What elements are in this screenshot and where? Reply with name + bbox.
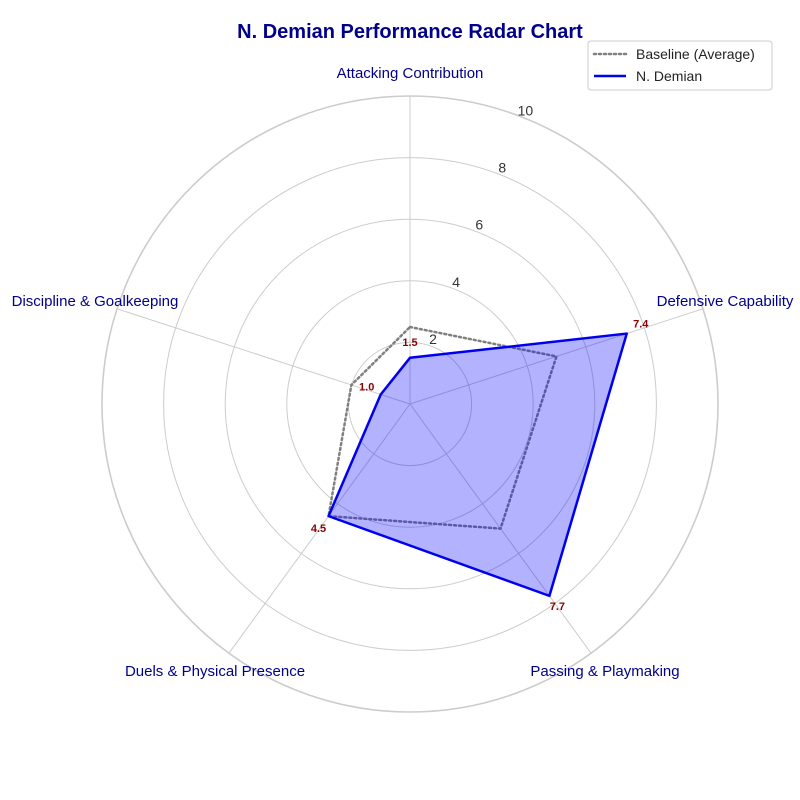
series-polygon-1 [327,332,629,598]
value-label-2: 7.7 [550,601,565,613]
axis-label-0: Attacking Contribution [337,65,484,82]
radial-tick-label: 6 [475,217,483,233]
legend-label-player: N. Demian [636,68,702,84]
legend: Baseline (Average) N. Demian [587,40,773,91]
legend-label-baseline: Baseline (Average) [636,46,755,62]
value-label-0: 1.5 [402,337,417,349]
value-label-1: 7.4 [633,319,649,331]
radial-tick-label: 8 [498,160,506,176]
axis-label-2: Passing & Playmaking [530,663,679,680]
radial-tick-label: 2 [429,331,437,347]
series-polygon-0 [327,325,558,530]
axis-label-4: Discipline & Goalkeeping [12,293,179,310]
label-layer: Attacking Contribution Defensive Capabili… [12,65,794,680]
series-layer [327,325,629,598]
radial-tick-label: 10 [518,102,534,118]
axis-label-3: Duels & Physical Presence [125,663,305,680]
spoke-3 [228,403,411,654]
value-label-4: 1.0 [359,381,374,393]
value-label-3: 4.5 [311,523,326,535]
chart-title: N. Demian Performance Radar Chart [237,21,583,43]
axis-label-1: Defensive Capability [657,293,794,310]
grid-layer: 2 4 6 8 10 [101,95,719,713]
radial-tick-label: 4 [452,274,460,290]
spoke-4 [116,308,411,405]
legend-box [587,40,773,91]
